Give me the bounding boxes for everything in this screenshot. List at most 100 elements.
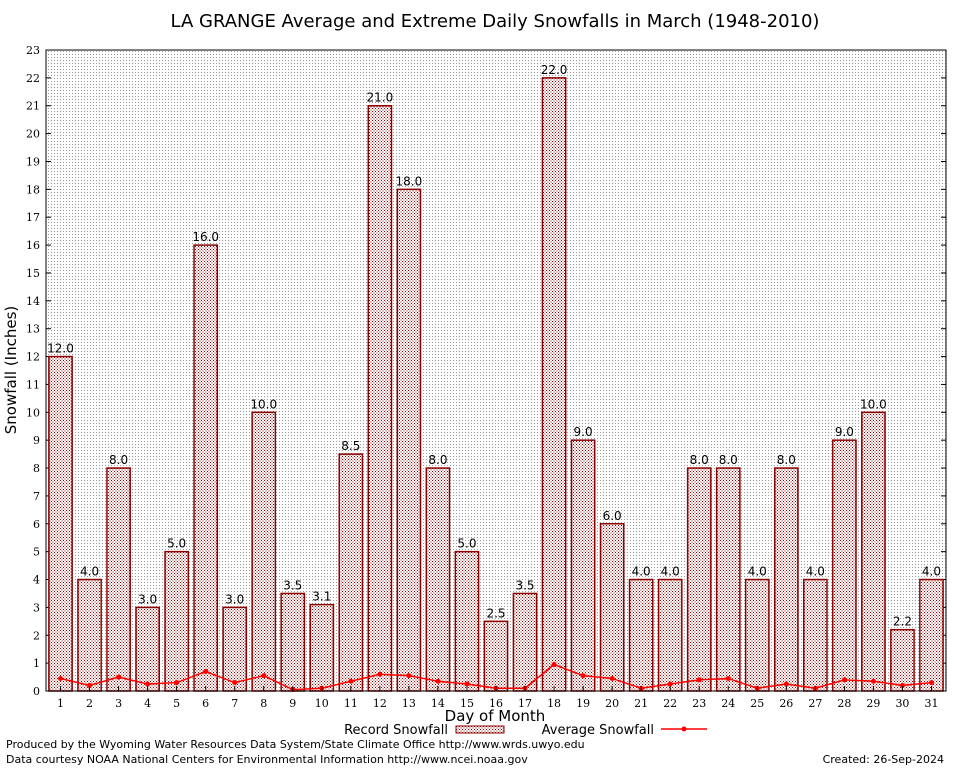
bar-value-label: 4.0 bbox=[922, 565, 941, 579]
x-tick-label: 10 bbox=[315, 697, 329, 710]
average-point-day-23 bbox=[696, 677, 702, 683]
x-tick-label: 29 bbox=[866, 697, 880, 710]
x-tick-label: 3 bbox=[115, 697, 122, 710]
record-bar-day-2 bbox=[77, 578, 102, 692]
record-bar-day-12 bbox=[367, 104, 393, 692]
average-point-day-19 bbox=[580, 673, 586, 679]
bar-value-label: 22.0 bbox=[541, 63, 568, 77]
x-tick-label: 7 bbox=[231, 697, 238, 710]
average-point-day-26 bbox=[783, 681, 789, 687]
y-tick-label: 13 bbox=[26, 323, 40, 336]
record-bar-day-17 bbox=[512, 592, 538, 692]
record-bar-day-5 bbox=[164, 550, 190, 692]
x-tick-label: 11 bbox=[344, 697, 358, 710]
legend-average-marker bbox=[681, 726, 687, 732]
record-bar-day-22 bbox=[657, 578, 683, 692]
y-tick-label: 1 bbox=[33, 657, 40, 670]
average-point-day-8 bbox=[261, 673, 267, 679]
bar-value-label: 3.1 bbox=[312, 590, 331, 604]
x-tick-label: 26 bbox=[779, 697, 793, 710]
x-tick-label: 22 bbox=[663, 697, 677, 710]
average-point-day-24 bbox=[725, 675, 731, 681]
average-point-day-5 bbox=[174, 680, 180, 686]
x-tick-label: 24 bbox=[721, 697, 735, 710]
record-bar-day-24 bbox=[715, 467, 741, 692]
y-tick-label: 23 bbox=[26, 44, 40, 57]
record-bar-day-30 bbox=[890, 628, 915, 692]
x-tick-label: 6 bbox=[202, 697, 209, 710]
bar-value-label: 3.0 bbox=[225, 592, 244, 606]
x-tick-label: 30 bbox=[895, 697, 909, 710]
x-tick-label: 25 bbox=[750, 697, 764, 710]
y-tick-label: 22 bbox=[26, 72, 40, 85]
bar-value-label: 2.5 bbox=[486, 606, 505, 620]
record-bar-day-29 bbox=[861, 411, 886, 692]
average-point-day-18 bbox=[551, 662, 557, 668]
bar-value-label: 4.0 bbox=[661, 565, 680, 579]
y-tick-label: 14 bbox=[26, 295, 40, 308]
bar-value-label: 4.0 bbox=[80, 565, 99, 579]
x-tick-label: 9 bbox=[289, 697, 296, 710]
record-bar-day-25 bbox=[744, 578, 770, 692]
record-bar-day-6 bbox=[193, 244, 219, 692]
x-tick-label: 27 bbox=[808, 697, 822, 710]
average-point-day-12 bbox=[377, 671, 383, 677]
y-tick-label: 0 bbox=[33, 685, 40, 698]
x-tick-label: 15 bbox=[460, 697, 474, 710]
y-tick-label: 16 bbox=[26, 239, 40, 252]
record-bar-day-19 bbox=[570, 439, 596, 692]
record-bar-day-14 bbox=[425, 467, 451, 692]
bar-value-label: 8.0 bbox=[719, 453, 738, 467]
record-bar-day-10 bbox=[309, 603, 335, 692]
y-tick-label: 3 bbox=[33, 601, 40, 614]
average-point-day-15 bbox=[464, 681, 470, 687]
record-bar-day-3 bbox=[106, 467, 131, 692]
x-tick-label: 14 bbox=[431, 697, 445, 710]
average-point-day-20 bbox=[609, 675, 615, 681]
x-tick-label: 18 bbox=[547, 697, 561, 710]
bar-value-label: 5.0 bbox=[457, 537, 476, 551]
x-tick-label: 21 bbox=[634, 697, 648, 710]
record-bar-day-7 bbox=[222, 606, 248, 692]
y-tick-label: 4 bbox=[33, 574, 40, 587]
y-tick-label: 21 bbox=[26, 100, 40, 113]
x-tick-label: 12 bbox=[373, 697, 387, 710]
y-tick-label: 12 bbox=[26, 351, 40, 364]
y-tick-label: 20 bbox=[26, 128, 40, 141]
y-tick-label: 18 bbox=[26, 183, 40, 196]
bar-value-labels: 12.0 4.0 8.0 3.0 5.0 16.0 3.0 10.0 3.5 3.1 8.5 21.0… bbox=[47, 63, 941, 629]
average-point-day-3 bbox=[116, 674, 122, 680]
y-tick-label: 17 bbox=[26, 211, 40, 224]
record-bar-day-28 bbox=[832, 439, 857, 692]
legend-average-label: Average Snowfall bbox=[542, 723, 654, 738]
bar-value-label: 9.0 bbox=[574, 425, 593, 439]
bar-value-label: 8.0 bbox=[690, 453, 709, 467]
record-bar-day-23 bbox=[686, 467, 712, 692]
record-bar-day-27 bbox=[802, 578, 828, 692]
average-point-day-13 bbox=[406, 673, 412, 679]
bar-value-label: 3.5 bbox=[283, 578, 302, 592]
bar-value-label: 12.0 bbox=[47, 342, 74, 356]
average-point-day-28 bbox=[841, 677, 847, 683]
bar-value-label: 3.0 bbox=[138, 592, 157, 606]
record-bar-day-13 bbox=[396, 188, 422, 692]
average-point-day-2 bbox=[87, 682, 93, 688]
record-bar-day-20 bbox=[599, 523, 625, 692]
bar-value-label: 4.0 bbox=[632, 565, 651, 579]
bar-value-label: 9.0 bbox=[835, 425, 854, 439]
bar-value-label: 8.5 bbox=[341, 439, 360, 453]
x-tick-label: 2 bbox=[86, 697, 93, 710]
average-point-day-1 bbox=[58, 675, 64, 681]
average-point-day-7 bbox=[232, 680, 238, 686]
y-tick-label: 11 bbox=[26, 378, 40, 391]
y-tick-label: 9 bbox=[33, 434, 40, 447]
bar-value-label: 5.0 bbox=[167, 537, 186, 551]
average-point-day-30 bbox=[899, 682, 905, 688]
bar-value-label: 10.0 bbox=[860, 397, 887, 411]
y-tick-label: 2 bbox=[33, 629, 40, 642]
legend-record-label: Record Snowfall bbox=[344, 723, 448, 738]
record-bar-day-1 bbox=[48, 355, 73, 692]
y-tick-label: 15 bbox=[26, 267, 40, 280]
